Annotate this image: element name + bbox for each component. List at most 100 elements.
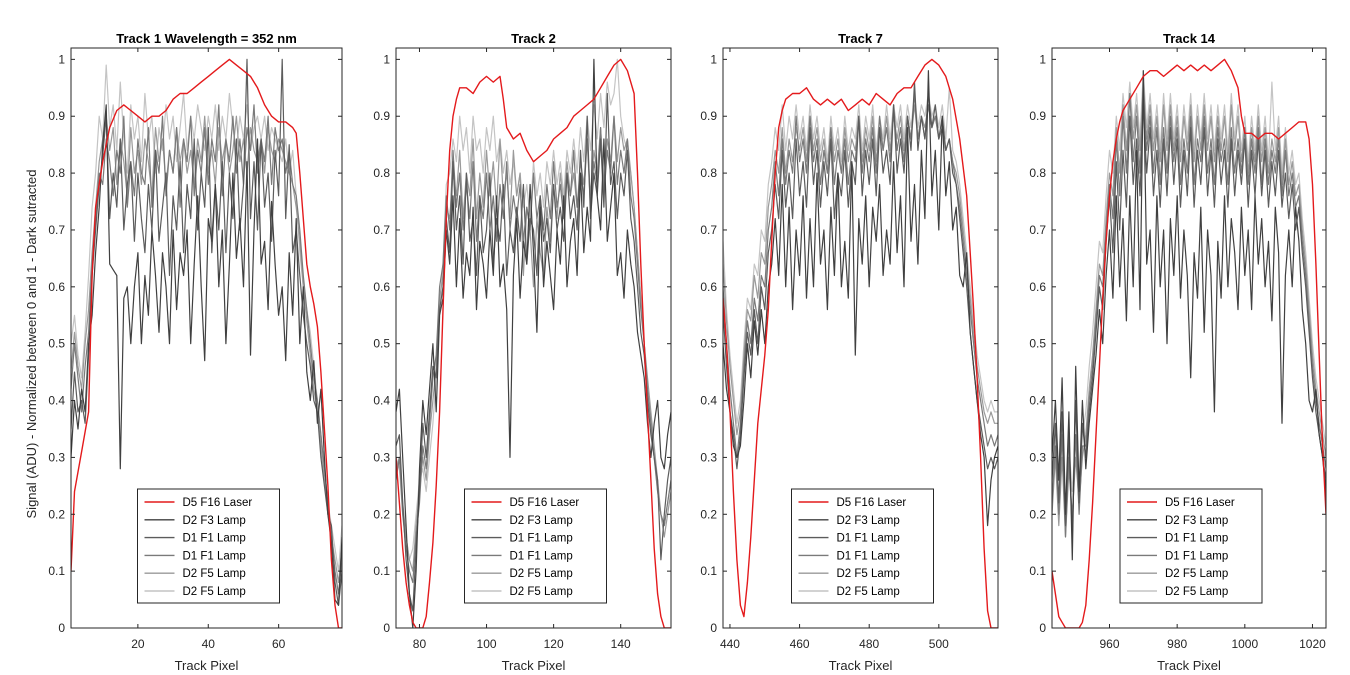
x-tick-label: 1000	[1231, 637, 1258, 651]
legend-entry-label: D1 F1 Lamp	[837, 533, 900, 545]
series-group	[396, 58, 671, 628]
chart-title: Track 7	[838, 31, 883, 46]
series-group	[71, 58, 342, 628]
y-tick-label: 0.1	[700, 564, 717, 578]
legend-box	[1119, 488, 1263, 604]
y-tick-label: 0.8	[700, 166, 717, 180]
x-tick-label: 100	[477, 637, 497, 651]
x-tick-label: 120	[544, 637, 564, 651]
y-tick-label: 0.3	[48, 450, 65, 464]
legend-entry-label: D1 F1 Lamp	[1165, 550, 1228, 562]
legend-entry-label: D5 F16 Laser	[1165, 497, 1235, 509]
y-tick-label: 0.5	[700, 337, 717, 351]
y-tick-label: 1	[58, 52, 65, 66]
y-tick-label: 0.4	[700, 394, 717, 408]
y-tick-label: 0	[383, 621, 390, 635]
x-axis-label: Track Pixel	[502, 658, 566, 673]
legend: D5 F16 Laser D2 F3 Lamp D1 F1 Lamp D1 F1 La…	[791, 488, 934, 604]
x-axis-label: Track Pixel	[175, 658, 239, 673]
series-group	[723, 58, 998, 628]
series-line-1	[396, 58, 671, 628]
series-line-3	[396, 92, 671, 612]
y-tick-label: 0.6	[700, 280, 717, 294]
y-tick-label: 1	[1039, 52, 1046, 66]
series-line-1	[1052, 58, 1326, 628]
y-tick-label: 0.2	[700, 507, 717, 521]
legend-entry-label: D5 F16 Laser	[837, 497, 907, 509]
x-tick-label: 480	[859, 637, 879, 651]
series-line-5	[71, 115, 342, 584]
y-tick-label: 0.3	[373, 450, 390, 464]
series-line-6	[1052, 70, 1326, 515]
legend: D5 F16 Laser D2 F3 Lamp D1 F1 Lamp D1 F1 La…	[1119, 488, 1263, 604]
series-line-6	[723, 87, 998, 424]
chart-panel-1: 0 0.1 0.2 0.3 0.4 0.5 0.6 0.7 0.8 0.9 1 20 40 60 Track…	[48, 31, 343, 673]
y-tick-label: 0.5	[48, 337, 65, 351]
x-tick-label: 440	[720, 637, 740, 651]
y-tick-label: 0.7	[48, 223, 65, 237]
x-tick-label: 60	[272, 637, 286, 651]
axes-box	[70, 47, 343, 629]
legend-entry-label: D1 F1 Lamp	[183, 533, 246, 545]
legend-entry-label: D2 F5 Lamp	[183, 586, 246, 598]
axes-box	[395, 47, 672, 629]
chart-title: Track 2	[511, 31, 556, 46]
x-tick-label: 500	[929, 637, 949, 651]
x-tick-label: 980	[1167, 637, 1187, 651]
series-line-1	[71, 58, 342, 628]
legend-box	[137, 488, 280, 604]
series-line-3	[1052, 104, 1326, 538]
series-line-3	[723, 81, 998, 470]
chart-title: Track 14	[1163, 31, 1216, 46]
chart-panel-2: 0 0.1 0.2 0.3 0.4 0.5 0.6 0.7 0.8 0.9 1 80 100 120 140…	[373, 31, 672, 673]
series-line-4	[1052, 92, 1326, 538]
legend-box	[464, 488, 607, 604]
x-tick-label: 460	[790, 637, 810, 651]
y-tick-label: 0.6	[373, 280, 390, 294]
y-tick-label: 0.3	[1029, 450, 1046, 464]
legend-entry-label: D2 F5 Lamp	[183, 568, 246, 580]
y-tick-label: 0.1	[1029, 564, 1046, 578]
series-line-2	[396, 58, 671, 628]
y-tick-label: 0.9	[1029, 109, 1046, 123]
legend-entry-label: D5 F16 Laser	[510, 497, 580, 509]
legend-entry-label: D2 F5 Lamp	[1165, 586, 1228, 598]
y-tick-label: 1	[383, 52, 390, 66]
legend-entry-label: D2 F5 Lamp	[510, 586, 573, 598]
legend-entry-label: D2 F5 Lamp	[510, 568, 573, 580]
x-tick-label: 960	[1099, 637, 1119, 651]
y-tick-label: 0	[710, 621, 717, 635]
x-axis-label: Track Pixel	[1157, 658, 1221, 673]
y-tick-label: 0.7	[373, 223, 390, 237]
y-tick-label: 0.9	[48, 109, 65, 123]
chart-panel-3: 0 0.1 0.2 0.3 0.4 0.5 0.6 0.7 0.8 0.9 1 440 460 480 50…	[700, 31, 999, 673]
legend-entry-label: D2 F5 Lamp	[837, 568, 900, 580]
y-tick-label: 0.7	[1029, 223, 1046, 237]
series-line-5	[396, 115, 671, 572]
y-axis-label: Signal (ADU) - Normalized between 0 and …	[24, 170, 39, 519]
legend-entry-label: D2 F3 Lamp	[837, 515, 900, 527]
y-tick-label: 0.4	[1029, 394, 1046, 408]
y-tick-label: 0.2	[1029, 507, 1046, 521]
x-tick-label: 80	[413, 637, 427, 651]
axes-box	[722, 47, 999, 629]
y-tick-label: 0.2	[48, 507, 65, 521]
series-line-2	[71, 104, 342, 606]
series-group	[1052, 58, 1326, 628]
y-tick-label: 0.9	[373, 109, 390, 123]
series-line-2	[723, 70, 998, 527]
legend-entry-label: D1 F1 Lamp	[510, 533, 573, 545]
y-tick-label: 0.8	[373, 166, 390, 180]
y-tick-label: 0.6	[48, 280, 65, 294]
legend-entry-label: D1 F1 Lamp	[183, 550, 246, 562]
legend-entry-label: D1 F1 Lamp	[837, 550, 900, 562]
legend-entry-label: D2 F3 Lamp	[183, 515, 246, 527]
series-line-2	[1052, 70, 1326, 561]
y-tick-label: 0.1	[48, 564, 65, 578]
y-tick-label: 0.3	[700, 450, 717, 464]
legend-entry-label: D2 F3 Lamp	[510, 515, 573, 527]
legend-entry-label: D2 F5 Lamp	[837, 586, 900, 598]
legend-entry-label: D1 F1 Lamp	[510, 550, 573, 562]
legend-entry-label: D2 F5 Lamp	[1165, 568, 1228, 580]
